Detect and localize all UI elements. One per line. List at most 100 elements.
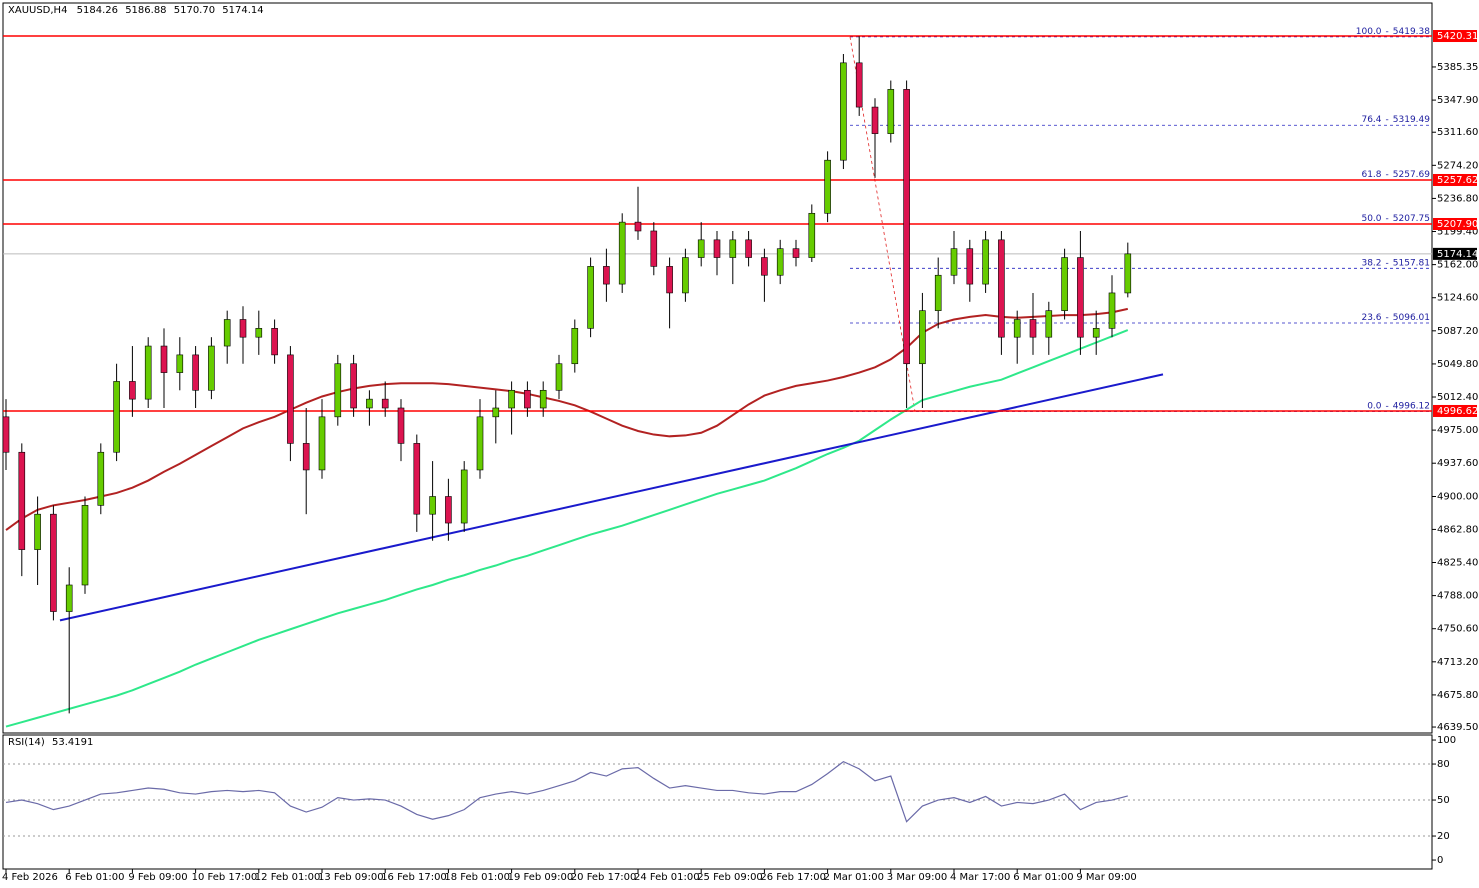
rsi-y-tick-label: 80 <box>1437 759 1450 770</box>
candle-body <box>476 416 484 471</box>
y-tick-label: 5049.80 <box>1437 359 1478 370</box>
fib-separator: - <box>1386 115 1389 125</box>
fib-price: 5157.81 <box>1393 258 1430 268</box>
candle-body <box>334 363 342 418</box>
moving-average <box>5 307 1129 531</box>
rsi-line <box>5 760 1128 823</box>
candle-body <box>713 239 721 258</box>
rsi-title: RSI(14) 53.4191 <box>8 737 93 748</box>
candle-body <box>50 513 57 612</box>
x-tick-label: 12 Feb 01:00 <box>255 872 321 883</box>
candle-body <box>18 451 26 550</box>
candle-body <box>855 62 863 108</box>
quote-open: 5184.26 <box>77 5 118 16</box>
y-tick-label: 4937.60 <box>1437 458 1478 469</box>
fib-label: 76.4-5319.49 <box>1361 115 1430 125</box>
y-tick-label: 5311.60 <box>1437 127 1478 138</box>
fib-price: 5319.49 <box>1393 115 1430 125</box>
rsi-y-tick-label: 100 <box>1437 735 1456 746</box>
y-tick-label: 5124.60 <box>1437 293 1478 304</box>
fib-price: 5257.69 <box>1393 169 1430 179</box>
x-tick-label: 2 Mar 01:00 <box>824 872 884 883</box>
x-tick-label: 4 Mar 17:00 <box>950 872 1010 883</box>
fib-level: 23.6 <box>1361 313 1381 323</box>
candle-body <box>1061 257 1068 311</box>
x-tick-label: 4 Feb 2026 <box>2 872 58 883</box>
fib-price: 4996.12 <box>1393 401 1430 411</box>
candle-body <box>761 257 768 276</box>
candle-body <box>934 274 942 311</box>
fib-label: 38.2-5157.81 <box>1361 258 1430 268</box>
level-price-box <box>1433 173 1477 186</box>
candle-body <box>208 345 215 391</box>
candle-body <box>824 159 831 214</box>
y-tick-label: 5347.90 <box>1437 95 1478 106</box>
y-tick-label: 4900.00 <box>1437 491 1478 502</box>
fib-separator: - <box>1386 258 1389 268</box>
candle-body <box>1013 319 1021 338</box>
candle-body <box>745 239 752 258</box>
candle-body <box>966 248 974 285</box>
candle-body <box>397 407 405 444</box>
rsi-value: 53.4191 <box>52 737 93 748</box>
x-tick-label: 24 Feb 01:00 <box>634 872 700 883</box>
candle-body <box>318 416 326 471</box>
fib-price: 5096.01 <box>1393 313 1430 323</box>
x-tick-label: 19 Feb 09:00 <box>508 872 574 883</box>
fib-label: 61.8-5257.69 <box>1361 169 1430 179</box>
candle-body <box>445 496 452 524</box>
rsi-y-tick-label: 50 <box>1437 795 1450 806</box>
y-tick-label: 4750.60 <box>1437 624 1478 635</box>
candle-body <box>634 221 642 232</box>
level-price-label: 4996.62 <box>1437 406 1478 417</box>
y-tick-label: 4639.50 <box>1437 722 1478 733</box>
y-tick-label: 5274.20 <box>1437 160 1478 171</box>
candle-body <box>460 469 468 524</box>
candle-body <box>192 354 199 391</box>
level-price-label: 5257.62 <box>1437 175 1478 186</box>
y-tick-label: 5012.40 <box>1437 392 1478 403</box>
candle-body <box>539 389 547 409</box>
candle-body <box>239 319 247 338</box>
candle-body <box>302 443 310 471</box>
candle-body <box>1077 257 1084 338</box>
candle-body <box>144 345 152 400</box>
candle-body <box>255 328 263 338</box>
level-price-label: 5207.90 <box>1437 219 1478 230</box>
rsi-y-tick-label: 20 <box>1437 831 1450 842</box>
candle-body <box>998 239 1005 338</box>
candle-body <box>1108 292 1116 329</box>
fib-separator: - <box>1386 401 1389 411</box>
candle-body <box>1124 253 1132 294</box>
candle-body <box>871 106 879 134</box>
candle-body <box>982 239 989 285</box>
candle-body <box>524 389 531 409</box>
candle-body <box>840 62 847 161</box>
candle-body <box>34 513 41 550</box>
candle-body <box>81 505 89 586</box>
y-tick-label: 5087.20 <box>1437 326 1478 337</box>
candle-body <box>366 398 373 409</box>
candle-body <box>555 363 563 391</box>
y-tick-label: 4788.00 <box>1437 591 1478 602</box>
quote-low: 5170.70 <box>174 5 215 16</box>
fib-separator: - <box>1386 26 1389 36</box>
x-tick-label: 25 Feb 09:00 <box>697 872 763 883</box>
candle-body <box>808 212 816 258</box>
candle-body <box>287 354 294 444</box>
candle-body <box>903 89 910 365</box>
fib-level: 38.2 <box>1361 258 1381 268</box>
x-tick-label: 16 Feb 17:00 <box>381 872 447 883</box>
level-price-label: 5420.31 <box>1437 31 1478 42</box>
rsi-y-tick-label: 0 <box>1437 855 1443 866</box>
rsi-panel-frame <box>2 734 1433 870</box>
candle-body <box>113 381 120 453</box>
fib-level: 100.0 <box>1356 26 1382 36</box>
candle-body <box>650 230 658 267</box>
fib-label: 50.0-5207.75 <box>1361 214 1430 224</box>
candle-body <box>587 266 594 329</box>
header: XAUUSD,H4 5184.26 5186.88 5170.70 5174.1… <box>8 5 264 16</box>
candle-body <box>97 451 105 506</box>
fib-price: 5419.38 <box>1393 26 1430 36</box>
